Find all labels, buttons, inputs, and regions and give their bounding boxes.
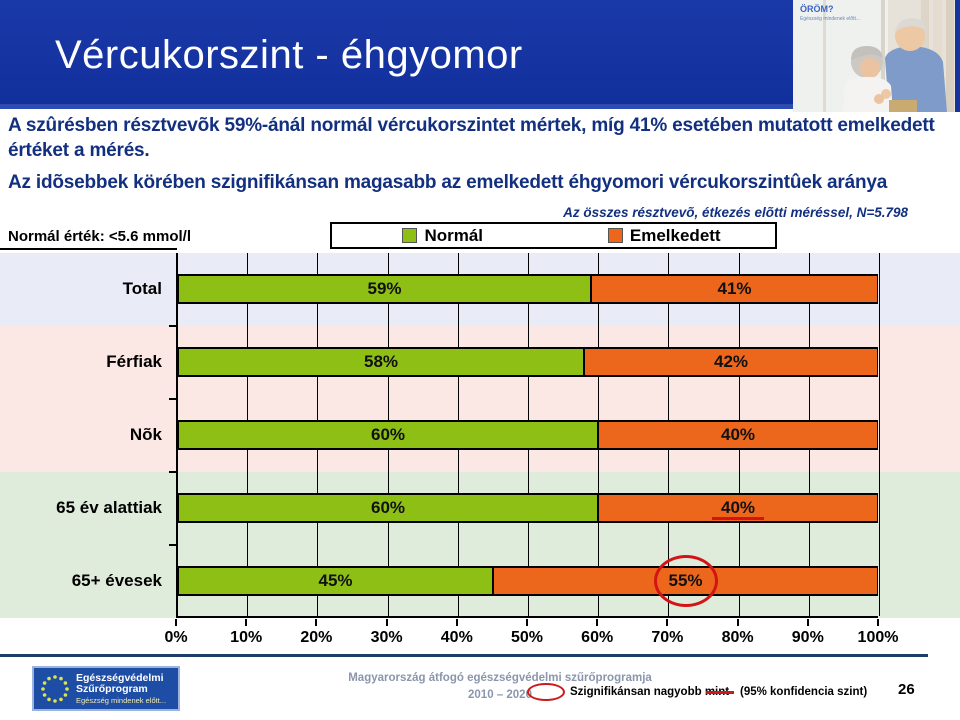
x-axis-label: 40%	[440, 629, 473, 646]
footer-divider	[0, 654, 928, 657]
x-axis-label: 50%	[510, 629, 544, 646]
x-axis-label: 70%	[651, 629, 684, 646]
y-axis-tick	[169, 325, 176, 327]
x-axis-label: 60%	[581, 629, 614, 646]
bar-track: 60% 40%	[178, 420, 878, 450]
bar-segment-emelkedett: 41%	[591, 275, 878, 303]
category-label: Nõk	[129, 425, 162, 444]
bar-value-label: 45%	[318, 571, 353, 590]
x-axis-label: 100%	[857, 629, 899, 646]
bar-value-label: 60%	[370, 498, 406, 517]
y-axis-tick	[169, 471, 176, 473]
bar-value-label: 42%	[713, 352, 749, 371]
x-axis-label: 30%	[370, 629, 403, 646]
intro-paragraph-2: Az idõsebbek körében szignifikánsan maga…	[8, 172, 888, 193]
significance-label: Szignifikánsan nagyobb mint	[570, 686, 730, 698]
elevated-color-swatch	[607, 228, 623, 243]
bar-segment-normál: 60%	[178, 421, 598, 449]
logo-text: Egészségvédelmi Szűrőprogram Egészség mi…	[76, 671, 167, 705]
bar-value-label: 40%	[720, 425, 756, 444]
category-label: 65 év alattiak	[56, 498, 162, 517]
bar-segment-emelkedett: 40%	[598, 421, 878, 449]
chart-legend: Normál Emelkedett	[330, 222, 777, 249]
significance-line-icon	[706, 691, 734, 694]
x-axis-tick	[385, 619, 388, 626]
intro-paragraph-1: A szûrésben résztvevõk 59%-ánál normál v…	[8, 115, 935, 161]
bar-segment-normál: 45%	[178, 567, 493, 595]
photo-brand-label: ÖRÖM?	[800, 4, 834, 14]
red-circle-annotation	[653, 555, 718, 607]
bar-segment-normál: 60%	[178, 494, 598, 522]
divider-line	[0, 248, 177, 250]
footer-program-line2: 2010 – 2020	[468, 689, 532, 701]
x-axis-tick	[245, 619, 248, 626]
bar-value-label: 41%	[717, 279, 752, 298]
page-number: 26	[898, 681, 915, 698]
logo-line-1: Egészségvédelmi	[76, 671, 164, 684]
bar-segment-normál: 59%	[178, 275, 591, 303]
x-axis-label: 80%	[721, 629, 754, 646]
x-axis-label: 10%	[230, 629, 263, 646]
x-axis-tick	[175, 619, 177, 626]
x-axis-tick	[736, 619, 739, 626]
x-axis-label: 0%	[164, 629, 188, 646]
red-underline-annotation	[712, 517, 764, 520]
stacked-bar-chart: 59% 41% 58% 42% 60% 40% 60% 40% 45% 55% Total Férfi…	[0, 253, 960, 663]
x-axis-tick	[526, 619, 528, 626]
plot-area: 59% 41% 58% 42% 60% 40% 60% 40% 45% 55%	[176, 253, 880, 618]
x-axis-tick	[806, 619, 809, 626]
bar-segment-emelkedett: 42%	[584, 348, 878, 376]
bar-segment-normál: 58%	[178, 348, 584, 376]
x-axis-tick	[315, 619, 318, 626]
footer-program-line1: Magyarország átfogó egészségvédelmi szűr…	[348, 672, 652, 684]
screening-program-logo: Egészségvédelmi Szűrőprogram Egészség mi…	[32, 666, 180, 711]
legend-item-normal: Normál	[332, 224, 554, 247]
photo-brand-tagline: Egészség mindenek előtt...	[800, 16, 860, 22]
legend-label-normal: Normál	[424, 225, 484, 245]
y-axis-tick	[169, 544, 176, 546]
sample-size-note: Az összes résztvevõ, étkezés elõtti méré…	[563, 205, 908, 220]
category-label: 65+ évesek	[71, 571, 162, 590]
footer-program-text: Magyarország átfogó egészségvédelmi szűr…	[290, 670, 710, 704]
x-axis-tick	[666, 619, 669, 626]
bar-segment-emelkedett: 40%	[598, 494, 878, 522]
category-label: Total	[122, 279, 162, 298]
normal-value-label: Normál érték: <5.6 mmol/l	[8, 228, 191, 245]
eu-stars-icon	[41, 674, 69, 703]
elderly-couple-photo: ÖRÖM? Egészség mindenek előtt...	[793, 0, 960, 112]
legend-item-elevated: Emelkedett	[554, 224, 776, 247]
x-axis-label: 20%	[300, 629, 333, 646]
logo-tagline: Egészség mindenek előtt...	[76, 695, 167, 705]
header-photo: ÖRÖM? Egészség mindenek előtt...	[793, 0, 960, 112]
bar-segment-emelkedett: 55%	[493, 555, 878, 607]
bar-track: 59% 41%	[178, 274, 878, 304]
category-label: Férfiak	[106, 352, 162, 371]
page-title: Vércukorszint - éhgyomor	[55, 33, 523, 77]
logo-line-2: Szűrőprogram	[76, 682, 148, 695]
x-axis-label: 90%	[791, 629, 824, 646]
bar-value-label: 60%	[370, 425, 406, 444]
confidence-label: (95% konfidencia szint)	[740, 686, 868, 698]
significance-ellipse-icon	[527, 683, 565, 701]
bar-track: 58% 42%	[178, 347, 878, 377]
normal-color-swatch	[402, 228, 418, 243]
gridline	[879, 253, 880, 616]
bar-value-label: 59%	[367, 279, 402, 298]
x-axis-tick	[455, 619, 458, 626]
y-axis-tick	[169, 398, 176, 400]
bar-value-label: 58%	[363, 352, 399, 371]
bar-track: 60% 40%	[178, 493, 878, 523]
bar-track: 45% 55%	[178, 555, 878, 607]
bar-value-label: 40%	[720, 498, 756, 517]
x-axis-tick	[596, 619, 599, 626]
x-axis-tick	[877, 619, 879, 626]
legend-label-elevated: Emelkedett	[629, 225, 721, 245]
